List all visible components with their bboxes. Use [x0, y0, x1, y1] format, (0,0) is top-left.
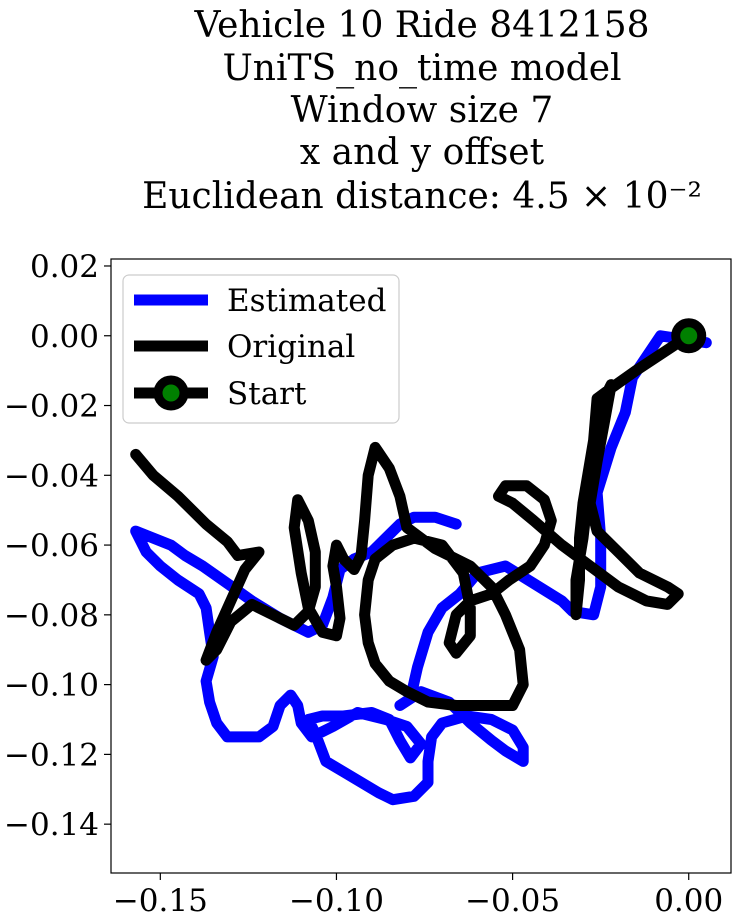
title-line-5: Euclidean distance: 4.5 × 10⁻² [142, 176, 702, 217]
title-line-2: UniTS_no_time model [222, 48, 621, 89]
y-tick-label: −0.06 [4, 528, 99, 564]
series-layer [130, 318, 712, 806]
y-axis: 0.02 0.00 −0.02 −0.04 −0.06 −0.08 −0.10 −0.12 −0… [4, 249, 111, 843]
title-line-3: Window size 7 [291, 90, 554, 131]
chart-title: Vehicle 10 Ride 8412158 UniTS_no_time mo… [142, 5, 702, 217]
y-tick-label: −0.12 [4, 737, 99, 773]
legend-box [122, 274, 400, 424]
y-tick-label: −0.08 [4, 598, 99, 634]
y-tick-label: −0.04 [4, 458, 99, 494]
y-tick-label: 0.00 [30, 319, 99, 355]
y-tick-label: −0.10 [4, 668, 99, 704]
x-axis: −0.15 −0.10 −0.05 0.00 [113, 873, 723, 919]
legend-label-original: Original [227, 329, 355, 365]
x-tick-label: 0.00 [654, 883, 723, 919]
x-tick-label: −0.15 [113, 883, 208, 919]
x-tick-label: −0.05 [465, 883, 560, 919]
y-tick-label: −0.14 [4, 807, 99, 843]
legend-label-start: Start [227, 376, 307, 412]
series-line-estimated [130, 330, 712, 806]
title-line-1: Vehicle 10 Ride 8412158 [193, 5, 649, 46]
legend-label-estimated: Estimated [227, 283, 386, 319]
x-tick-label: −0.10 [289, 883, 384, 919]
legend: Estimated Original Start [122, 274, 400, 424]
legend-start-marker-icon [153, 375, 189, 411]
y-tick-label: −0.02 [4, 389, 99, 425]
title-line-4: x and y offset [300, 132, 545, 173]
series-line-original [130, 330, 695, 711]
plot-frame [110, 258, 732, 874]
start-marker [671, 318, 707, 354]
y-tick-label: 0.02 [30, 249, 99, 285]
